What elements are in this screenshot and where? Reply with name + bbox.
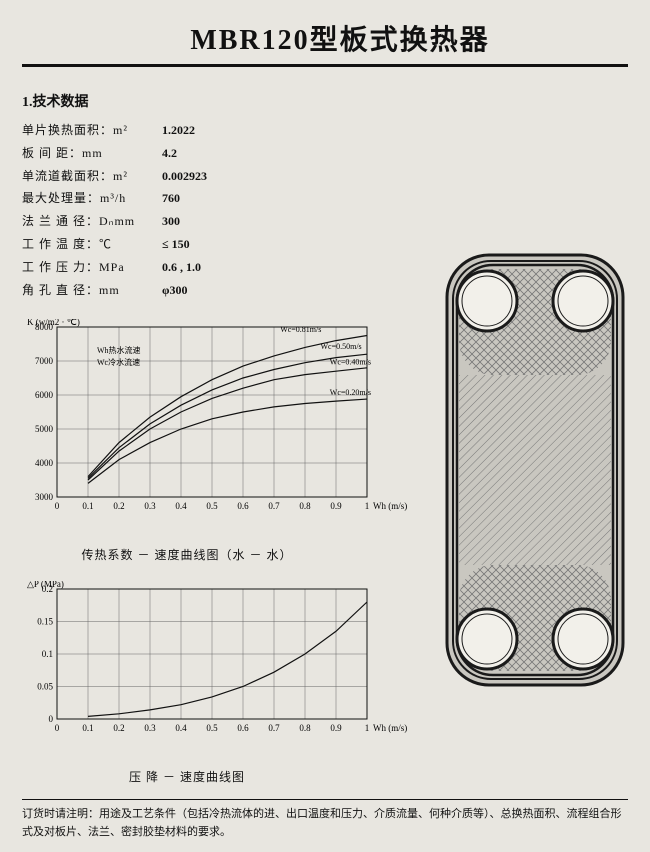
spec-value: 0.6 , 1.0 [162, 256, 201, 279]
svg-text:1: 1 [365, 723, 370, 733]
svg-text:3000: 3000 [35, 492, 54, 502]
spec-value: 760 [162, 187, 180, 210]
page-title: MBR120型板式换热器 [52, 18, 628, 58]
spec-value: 1.2022 [162, 119, 195, 142]
spec-label: 角 孔 直 径：mm [22, 279, 162, 302]
footer-body: 用途及工艺条件（包括冷热流体的进、出口温度和压力、介质流量、何种介质等）、总换热… [22, 808, 622, 838]
svg-text:0.15: 0.15 [37, 617, 53, 627]
svg-text:0.8: 0.8 [299, 501, 311, 511]
svg-text:0.6: 0.6 [237, 501, 249, 511]
svg-text:6000: 6000 [35, 390, 54, 400]
svg-text:△P (MPa): △P (MPa) [27, 581, 64, 589]
svg-text:0.1: 0.1 [82, 723, 93, 733]
svg-text:0.2: 0.2 [113, 501, 124, 511]
spec-label: 工 作 压 力：MPa [22, 256, 162, 279]
svg-text:Wh热水流速: Wh热水流速 [97, 345, 141, 355]
spec-row: 板 间 距：mm4.2 [22, 142, 628, 165]
svg-text:0.9: 0.9 [330, 501, 342, 511]
spec-label: 最大处理量：m³/h [22, 187, 162, 210]
spec-value: 0.002923 [162, 165, 207, 188]
svg-text:K (w/m2 · ℃): K (w/m2 · ℃) [27, 319, 80, 327]
svg-text:0.8: 0.8 [299, 723, 311, 733]
svg-text:0.1: 0.1 [82, 501, 93, 511]
svg-text:0.1: 0.1 [42, 649, 53, 659]
svg-text:0.7: 0.7 [268, 723, 280, 733]
spec-row: 法 兰 通 径：Dₙmm300 [22, 210, 628, 233]
svg-text:Wc=0.50m/s: Wc=0.50m/s [321, 342, 362, 351]
spec-label: 单片换热面积：m² [22, 119, 162, 142]
spec-value: 300 [162, 210, 180, 233]
svg-text:0.2: 0.2 [113, 723, 124, 733]
svg-text:0.05: 0.05 [37, 682, 53, 692]
section-heading: 1.技术数据 [22, 91, 628, 111]
spec-row: 单流道截面积：m²0.002923 [22, 165, 628, 188]
footer-prefix: 订货时请注明： [22, 808, 99, 820]
spec-value: ≤ 150 [162, 233, 190, 256]
svg-text:0: 0 [55, 723, 60, 733]
svg-text:0.9: 0.9 [330, 723, 342, 733]
spec-label: 法 兰 通 径：Dₙmm [22, 210, 162, 233]
chart2-caption: 压 降 － 速度曲线图 [22, 768, 352, 785]
footer-rule [22, 799, 628, 800]
svg-text:0.4: 0.4 [175, 501, 187, 511]
svg-text:5000: 5000 [35, 424, 54, 434]
svg-text:1: 1 [365, 501, 370, 511]
title-rule [22, 64, 628, 67]
svg-text:Wh (m/s): Wh (m/s) [373, 501, 407, 511]
spec-label: 单流道截面积：m² [22, 165, 162, 188]
svg-text:0: 0 [49, 714, 54, 724]
spec-label: 板 间 距：mm [22, 142, 162, 165]
svg-text:7000: 7000 [35, 356, 54, 366]
svg-text:Wh (m/s): Wh (m/s) [373, 723, 407, 733]
svg-text:0.7: 0.7 [268, 501, 280, 511]
order-note: 订货时请注明：用途及工艺条件（包括冷热流体的进、出口温度和压力、介质流量、何种介… [22, 806, 628, 841]
spec-row: 单片换热面积：m²1.2022 [22, 119, 628, 142]
svg-text:Wc=0.40m/s: Wc=0.40m/s [330, 358, 371, 367]
spec-label: 工 作 温 度：℃ [22, 233, 162, 256]
svg-text:Wc冷水流速: Wc冷水流速 [97, 357, 140, 367]
svg-text:Wc=0.81m/s: Wc=0.81m/s [280, 325, 321, 334]
spec-row: 最大处理量：m³/h760 [22, 187, 628, 210]
pressure-drop-chart: 0 0.1 0.2 0.3 0.4 0.5 0.6 0.7 0.8 0.9 1 0 0.05 0.1 0.1… [22, 581, 415, 753]
heat-transfer-chart: 0 0.1 0.2 0.3 0.4 0.5 0.6 0.7 0.8 0.9 1 3000 4000 500… [22, 319, 415, 531]
spec-value: φ300 [162, 279, 188, 302]
svg-text:Wc=0.20m/s: Wc=0.20m/s [330, 388, 371, 397]
svg-text:0.3: 0.3 [144, 501, 156, 511]
svg-text:0.3: 0.3 [144, 723, 156, 733]
plate-diagram [440, 250, 630, 690]
svg-text:4000: 4000 [35, 458, 54, 468]
svg-text:0.5: 0.5 [206, 501, 218, 511]
svg-text:0.6: 0.6 [237, 723, 249, 733]
svg-text:0.4: 0.4 [175, 723, 187, 733]
chart1-caption: 传热系数 － 速度曲线图（水 － 水） [22, 546, 352, 563]
svg-text:0: 0 [55, 501, 60, 511]
svg-text:0.5: 0.5 [206, 723, 218, 733]
spec-value: 4.2 [162, 142, 177, 165]
